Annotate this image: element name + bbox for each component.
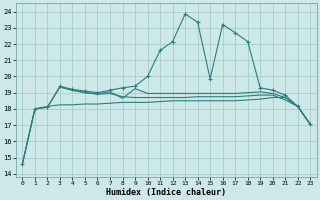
X-axis label: Humidex (Indice chaleur): Humidex (Indice chaleur): [106, 188, 226, 197]
